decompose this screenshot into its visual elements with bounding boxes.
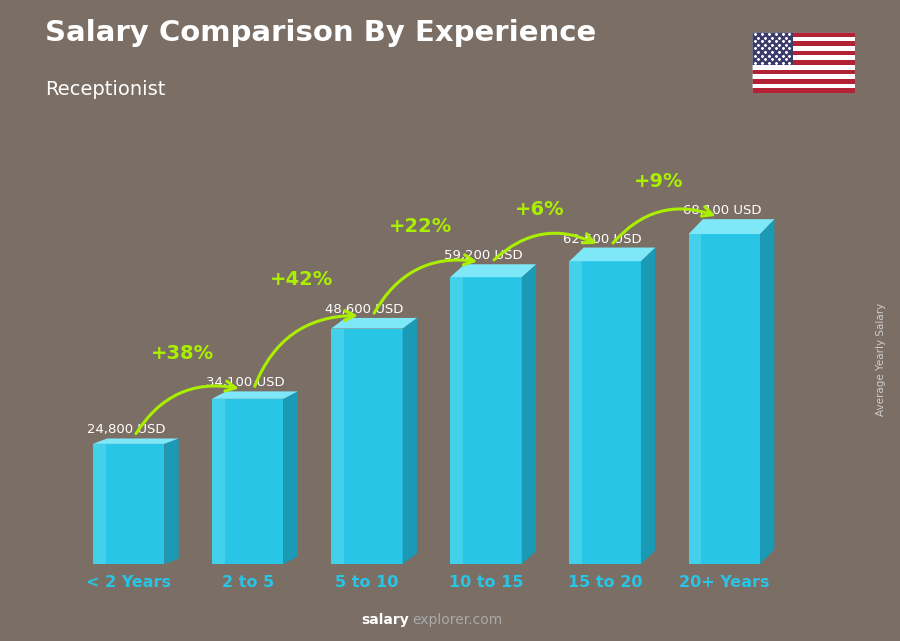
Text: +6%: +6%	[515, 200, 564, 219]
Bar	[752, 32, 793, 65]
Text: 24,800 USD: 24,800 USD	[86, 424, 166, 437]
Polygon shape	[165, 438, 178, 564]
Polygon shape	[760, 219, 774, 564]
Bar	[93, 444, 105, 564]
Bar	[752, 42, 855, 46]
Text: +42%: +42%	[270, 271, 333, 289]
Polygon shape	[331, 318, 417, 329]
Text: Receptionist: Receptionist	[45, 80, 166, 99]
Polygon shape	[402, 318, 417, 564]
Bar	[570, 261, 641, 564]
Text: salary: salary	[362, 613, 410, 627]
Bar	[752, 37, 855, 42]
Bar	[752, 60, 855, 65]
Bar	[752, 88, 855, 93]
Text: 59,200 USD: 59,200 USD	[445, 249, 523, 262]
Text: 48,600 USD: 48,600 USD	[325, 303, 403, 316]
Bar	[752, 74, 855, 79]
Bar	[688, 234, 701, 564]
Bar	[212, 399, 284, 564]
Polygon shape	[641, 247, 655, 564]
Polygon shape	[212, 392, 298, 399]
Bar	[450, 277, 464, 564]
Polygon shape	[688, 219, 774, 234]
Bar	[752, 83, 855, 88]
Bar	[752, 79, 855, 83]
Text: 34,100 USD: 34,100 USD	[206, 376, 284, 389]
Polygon shape	[284, 392, 298, 564]
Text: 68,100 USD: 68,100 USD	[682, 204, 761, 217]
Text: Salary Comparison By Experience: Salary Comparison By Experience	[45, 19, 596, 47]
Bar	[752, 46, 855, 51]
Text: Average Yearly Salary: Average Yearly Salary	[877, 303, 886, 415]
Bar	[752, 51, 855, 56]
Text: +22%: +22%	[389, 217, 452, 236]
Polygon shape	[570, 247, 655, 261]
Bar	[212, 399, 225, 564]
Bar	[752, 56, 855, 60]
Bar	[93, 444, 165, 564]
Polygon shape	[93, 438, 178, 444]
Text: 62,500 USD: 62,500 USD	[563, 233, 642, 246]
Text: +9%: +9%	[634, 172, 683, 190]
Bar	[752, 32, 855, 37]
Bar	[331, 329, 344, 564]
Bar	[450, 277, 522, 564]
Polygon shape	[450, 264, 536, 277]
Bar	[752, 69, 855, 74]
Bar	[688, 234, 760, 564]
Bar	[570, 261, 582, 564]
Bar	[752, 65, 855, 69]
Polygon shape	[522, 264, 536, 564]
Bar	[331, 329, 402, 564]
Text: +38%: +38%	[150, 344, 213, 363]
Text: explorer.com: explorer.com	[412, 613, 502, 627]
